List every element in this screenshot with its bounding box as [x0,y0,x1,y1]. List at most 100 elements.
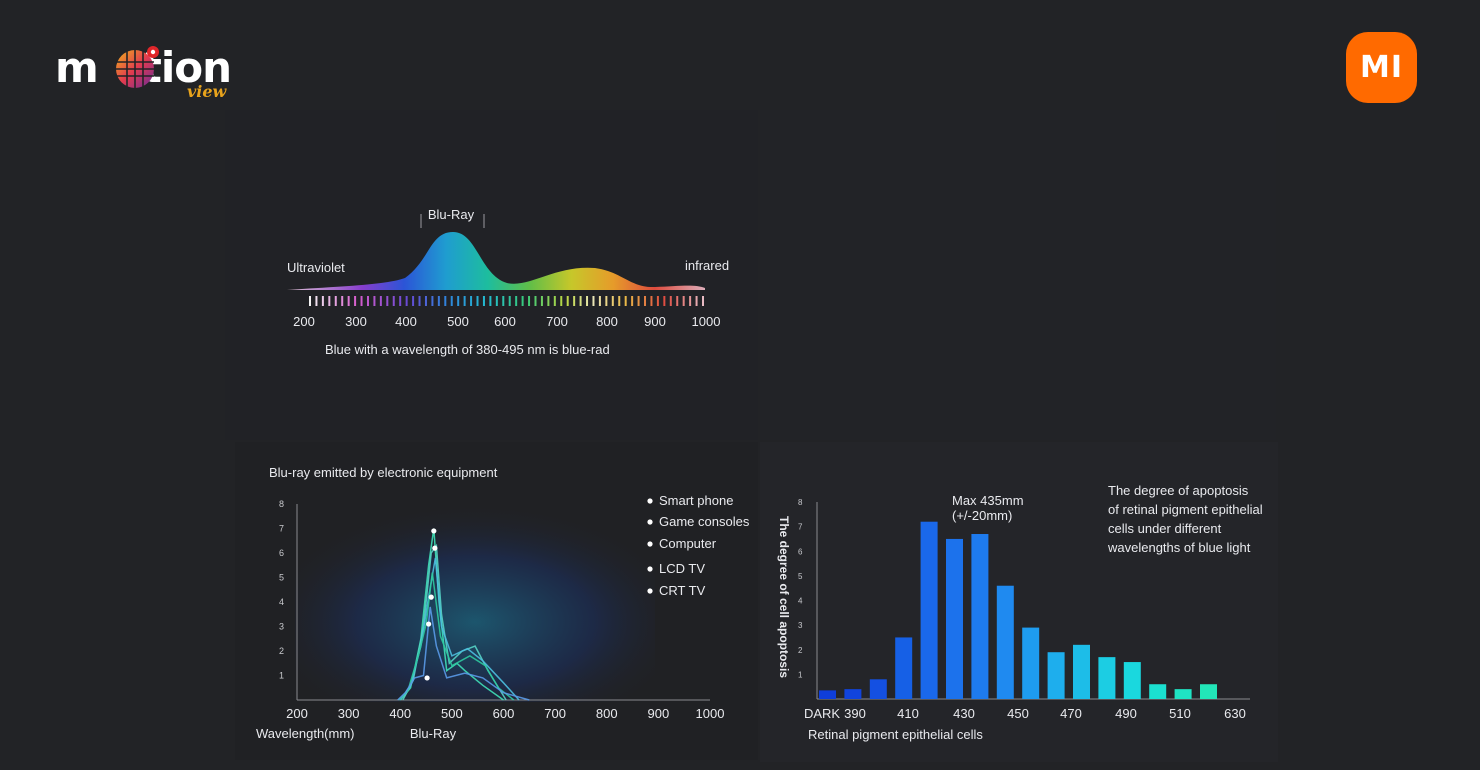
spectrum-tick-label: 800 [596,314,618,329]
spectrum-tick [399,296,402,306]
empty-panel [760,110,1276,440]
spectrum-tick [470,296,473,306]
x-tick-label: 410 [897,706,919,721]
spectrum-tick [341,296,344,306]
bar [946,538,963,699]
line-chart-panel: Blu-ray emitted by electronic equipment 1… [235,442,758,760]
spectrum-tick [476,296,479,306]
spectrum-tick [508,296,511,306]
y-tick-label: 5 [279,573,284,583]
line-chart-title: Blu-ray emitted by electronic equipment [269,465,498,480]
y-tick-label: 1 [798,670,803,679]
spectrum-tick-label: 200 [293,314,315,329]
bar-chart: 1 2 3 4 5 6 7 8 The degree of cell apoptosis DARK… [777,483,1263,742]
spectrum-tick [328,296,331,306]
spectrum-tick [412,296,415,306]
chart-glow [295,502,655,702]
y-tick-label: 6 [798,547,803,556]
y-tick-label: 6 [279,548,284,558]
x-tick-label: DARK [804,706,840,721]
y-tick-label: 4 [279,597,284,607]
spectrum-graphic: Blu-Ray Ultraviolet infrared 200 300 400 50… [287,207,729,357]
series-marker [432,545,438,551]
y-tick-label: 4 [798,597,803,606]
spectrum-tick [644,296,647,306]
spectrum-tick [386,296,389,306]
spectrum-tick [424,296,427,306]
spectrum-tick [309,296,311,306]
max-annotation: Max 435mm (+/-20mm) [952,493,1024,523]
spectrum-tick [676,296,679,306]
y-tick-label: 5 [798,572,803,581]
spectrum-tick [560,296,563,306]
y-tick-label: 1 [279,671,284,681]
series-line [402,543,507,701]
spectrum-axis-labels: 200 300 400 500 600 700 800 900 1000 [293,314,720,329]
x-axis-label: Retinal pigment epithelial cells [808,727,983,742]
legend-label: Smart phone [659,493,733,508]
spectrum-tick-label: 900 [644,314,666,329]
spectrum-tick [431,296,434,306]
spectrum-tick [669,296,672,306]
spectrum-tick [463,296,466,306]
legend-item: Smart phone [647,493,733,508]
spectrum-panel: Blu-Ray Ultraviolet infrared 200 300 400 50… [225,110,758,440]
ultraviolet-label: Ultraviolet [287,260,345,275]
x-axis-annotation: Blu-Ray [410,726,457,741]
y-tick-label: 8 [279,499,284,509]
spectrum-tick [689,296,692,306]
spectrum-tick [457,296,460,306]
spectrum-tick [547,296,550,306]
x-tick-label: 900 [648,706,670,721]
y-tick-label: 7 [798,523,803,532]
spectrum-tick [553,296,556,306]
spectrum-tick [482,296,485,306]
spectrum-tick [502,296,505,306]
legend-marker [647,588,653,594]
spectrum-tick [592,296,595,306]
bar [869,679,887,699]
bar [920,521,938,699]
globe-icon [116,46,159,88]
spectrum-tick [656,296,659,306]
spectrum-tick-label: 1000 [692,314,721,329]
legend-label: LCD TV [659,561,705,576]
spectrum-caption: Blue with a wavelength of 380-495 nm is … [325,342,610,357]
spectrum-tick [540,296,543,306]
x-tick-label: 470 [1060,706,1082,721]
spectrum-tick [663,296,666,306]
spectrum-tick [444,296,447,306]
legend-item: Computer [647,536,717,551]
spectrum-tick [379,296,382,306]
bar [1047,652,1065,699]
legend-marker [647,566,653,572]
series-line [398,572,515,701]
x-tick-label: 390 [844,706,866,721]
spectrum-tick [579,296,582,306]
y-tick-label: 8 [798,498,803,507]
x-tick-label: 200 [286,706,308,721]
spectrum-tick [650,296,653,306]
legend-item: CRT TV [647,583,706,598]
spectrum-tick [450,296,453,306]
motion-view-logo: motion m tion view [55,38,255,108]
bar [1174,689,1192,699]
bar [1149,684,1167,699]
spectrum-tick [631,296,634,306]
spectrum-tick-label: 300 [345,314,367,329]
x-tick-label: 450 [1007,706,1029,721]
spectrum-tick [702,296,704,306]
spectrum-tick [515,296,518,306]
spectrum-tick [321,296,324,306]
line-chart: Blu-ray emitted by electronic equipment 1… [256,465,750,741]
bar-chart-title: The degree of apoptosis of retinal pigmen… [1107,483,1263,555]
series-marker [426,621,432,627]
spectrum-tick [586,296,589,306]
spectrum-tick [611,296,614,306]
bar [971,534,989,699]
x-tick-label: 400 [389,706,411,721]
spectrum-tick [360,296,363,306]
x-tick-label: 300 [338,706,360,721]
legend-marker [647,498,653,504]
x-tick-label: 430 [953,706,975,721]
